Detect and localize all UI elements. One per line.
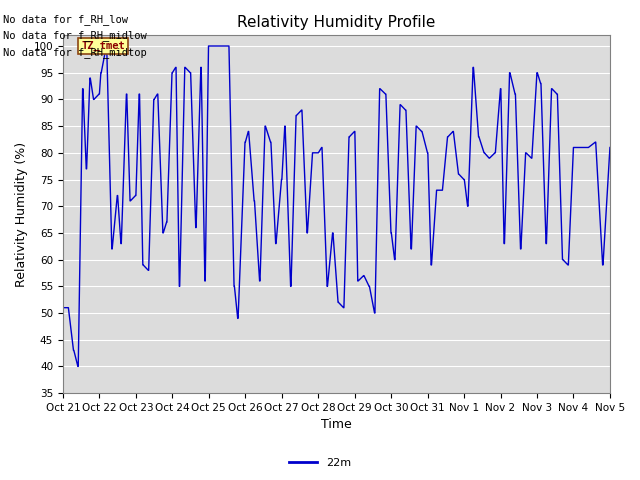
Text: No data for f_RH_low: No data for f_RH_low bbox=[3, 13, 128, 24]
Legend: 22m: 22m bbox=[285, 453, 355, 472]
Text: No data for f_RH_midlow: No data for f_RH_midlow bbox=[3, 30, 147, 41]
Text: TZ_tmet: TZ_tmet bbox=[81, 41, 125, 51]
Text: No data for f_RH_midtop: No data for f_RH_midtop bbox=[3, 47, 147, 58]
Y-axis label: Relativity Humidity (%): Relativity Humidity (%) bbox=[15, 142, 28, 287]
Title: Relativity Humidity Profile: Relativity Humidity Profile bbox=[237, 15, 436, 30]
X-axis label: Time: Time bbox=[321, 419, 352, 432]
